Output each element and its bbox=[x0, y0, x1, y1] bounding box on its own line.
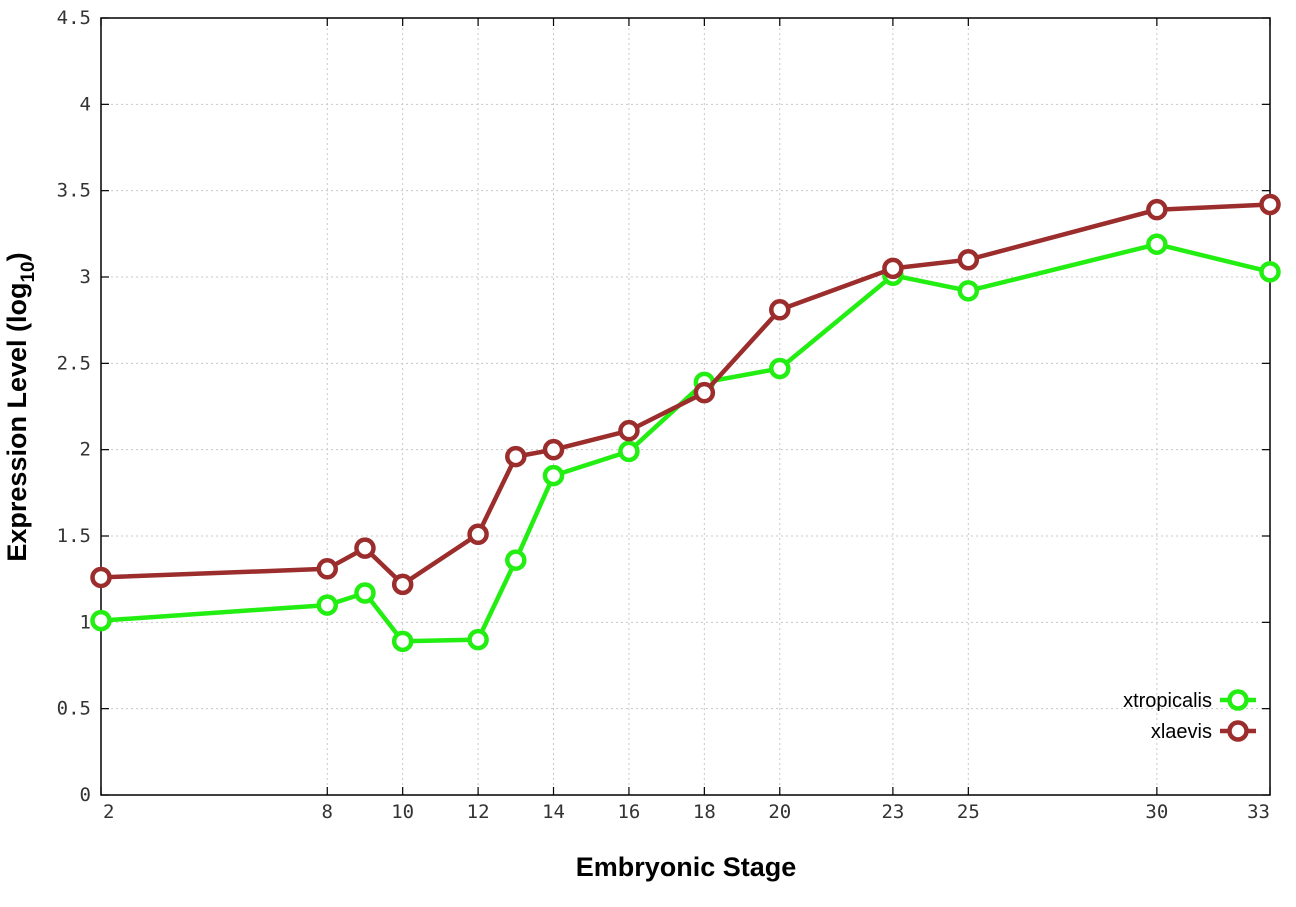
data-point-xlaevis bbox=[505, 445, 527, 468]
x-tick-label: 16 bbox=[617, 801, 640, 823]
legend: xtropicalis xlaevis bbox=[1123, 689, 1256, 743]
x-tick-label: 20 bbox=[768, 801, 791, 823]
x-axis-title: Embryonic Stage bbox=[576, 852, 797, 882]
data-point-xtropicalis bbox=[505, 549, 527, 571]
data-point-xlaevis bbox=[693, 381, 716, 404]
x-tick-label: 23 bbox=[881, 801, 904, 823]
x-tick-label: 2 bbox=[103, 801, 114, 823]
y-tick-label: 0 bbox=[80, 784, 91, 806]
y-tick-label: 0.5 bbox=[57, 698, 91, 720]
legend-label-xtropicalis: xtropicalis bbox=[1123, 690, 1212, 712]
data-point-xlaevis bbox=[90, 566, 112, 589]
data-point-xtropicalis bbox=[1259, 261, 1281, 283]
legend-marker-xtropicalis bbox=[1227, 689, 1249, 711]
y-tick-label: 3 bbox=[80, 266, 91, 288]
grid-lines bbox=[101, 18, 1270, 795]
y-tick-label: 2 bbox=[80, 439, 91, 461]
y-axis-title-main: Expression Level (log bbox=[2, 283, 32, 562]
data-point-xtropicalis bbox=[391, 630, 414, 653]
y-tick-label: 1 bbox=[80, 611, 91, 633]
series-xlaevis bbox=[90, 193, 1281, 596]
data-point-xlaevis bbox=[467, 523, 489, 546]
x-tick-label: 30 bbox=[1145, 801, 1168, 823]
data-point-xtropicalis bbox=[90, 609, 112, 632]
x-tick-label: 10 bbox=[391, 801, 414, 823]
x-tick-label: 25 bbox=[957, 801, 980, 823]
data-point-xtropicalis bbox=[618, 440, 640, 463]
legend-marker-xlaevis bbox=[1227, 720, 1249, 742]
data-point-xlaevis bbox=[1259, 193, 1281, 216]
axis-ticks: 0 0.5 1 1.5 2 2.5 3 3.5 4 4.5 2 8 10 12 14 16 18 20 23 25 30… bbox=[57, 7, 1271, 823]
x-tick-label: 14 bbox=[542, 801, 565, 823]
y-tick-label: 4.5 bbox=[57, 7, 91, 29]
data-point-xlaevis bbox=[882, 257, 904, 280]
y-tick-label: 2.5 bbox=[57, 352, 91, 374]
y-axis-title-close: ) bbox=[2, 252, 32, 261]
x-tick-label: 12 bbox=[467, 801, 490, 823]
data-point-xlaevis bbox=[354, 537, 376, 559]
legend-label-xlaevis: xlaevis bbox=[1151, 721, 1212, 743]
data-point-xtropicalis bbox=[316, 594, 339, 616]
y-axis-title: Expression Level (log10) bbox=[2, 252, 39, 561]
data-point-xtropicalis bbox=[769, 357, 791, 380]
data-point-xlaevis bbox=[1146, 198, 1168, 221]
data-point-xtropicalis bbox=[354, 582, 376, 604]
series-line-xtropicalis bbox=[100, 241, 1271, 644]
y-axis-title-subscript: 10 bbox=[18, 261, 39, 282]
y-tick-label: 4 bbox=[80, 93, 91, 115]
data-point-xlaevis bbox=[316, 558, 339, 580]
plot-frame bbox=[100, 17, 1271, 796]
series-xtropicalis bbox=[90, 233, 1281, 653]
data-point-xtropicalis bbox=[957, 280, 980, 302]
data-point-xtropicalis bbox=[467, 628, 489, 651]
data-point-xlaevis bbox=[391, 573, 414, 596]
data-point-xlaevis bbox=[769, 299, 791, 321]
x-tick-label: 8 bbox=[322, 801, 333, 823]
data-point-xlaevis bbox=[542, 438, 565, 461]
x-tick-label: 18 bbox=[693, 801, 716, 823]
x-tick-label: 33 bbox=[1247, 801, 1270, 823]
data-point-xlaevis bbox=[618, 419, 640, 442]
data-point-xlaevis bbox=[957, 248, 980, 271]
series-layer bbox=[90, 193, 1281, 653]
data-point-xtropicalis bbox=[1146, 233, 1168, 255]
y-tick-label: 3.5 bbox=[57, 180, 91, 202]
y-tick-label: 1.5 bbox=[57, 525, 91, 547]
data-point-xtropicalis bbox=[542, 464, 565, 487]
